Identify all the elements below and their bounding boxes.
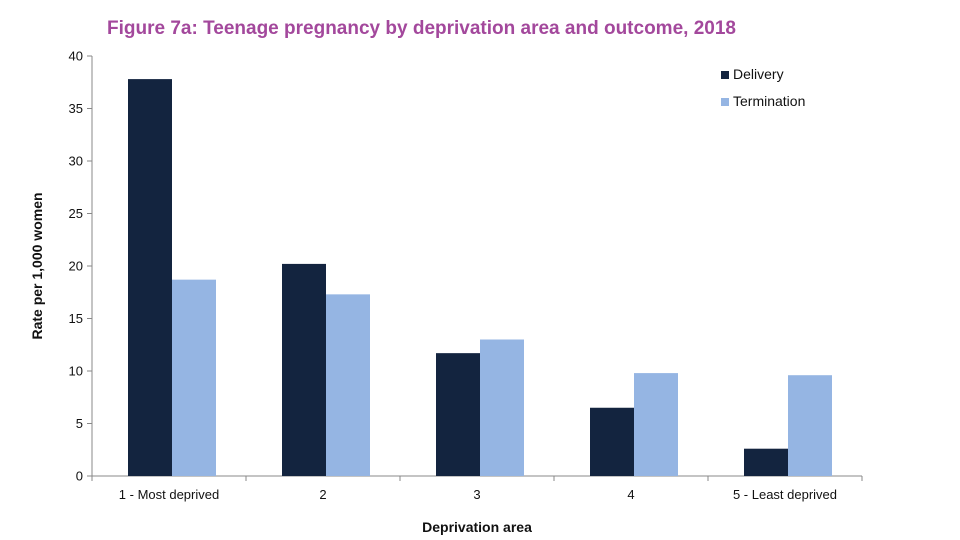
x-axis-ticks [91,476,863,481]
legend: Delivery Termination [721,66,805,109]
y-tick-label: 20 [69,259,83,274]
bar-delivery-1 [128,79,172,476]
y-axis-ticks: 0 5 10 15 20 25 30 35 40 [69,49,92,484]
bar-termination-5 [788,375,832,476]
x-axis-tick-labels: 1 - Most deprived 2 3 4 5 - Least deprived [119,487,837,502]
x-tick-label: 5 - Least deprived [733,487,837,502]
bar-termination-1 [172,279,216,476]
y-tick-label: 10 [69,364,83,379]
legend-label-delivery: Delivery [733,66,784,82]
bar-delivery-4 [590,407,634,476]
y-tick-label: 25 [69,206,83,221]
legend-swatch-delivery [721,71,729,79]
y-tick-label: 40 [69,49,83,64]
bar-termination-4 [634,373,678,476]
bars [128,79,832,476]
x-tick-label: 4 [627,487,634,502]
x-tick-label: 2 [319,487,326,502]
legend-label-termination: Termination [733,93,805,109]
chart-title: Figure 7a: Teenage pregnancy by deprivat… [107,18,736,39]
y-tick-label: 0 [76,469,83,484]
x-axis-title: Deprivation area [422,519,532,535]
bar-termination-2 [326,294,370,476]
y-tick-label: 30 [69,154,83,169]
y-axis-title: Rate per 1,000 women [29,192,45,339]
legend-swatch-termination [721,98,729,106]
x-tick-label: 1 - Most deprived [119,487,219,502]
bar-delivery-3 [436,353,480,476]
y-tick-label: 15 [69,311,83,326]
bar-delivery-2 [282,263,326,476]
x-tick-label: 3 [473,487,480,502]
bar-termination-3 [480,339,524,476]
y-tick-label: 35 [69,101,83,116]
bar-delivery-5 [744,448,788,476]
y-tick-label: 5 [76,416,83,431]
